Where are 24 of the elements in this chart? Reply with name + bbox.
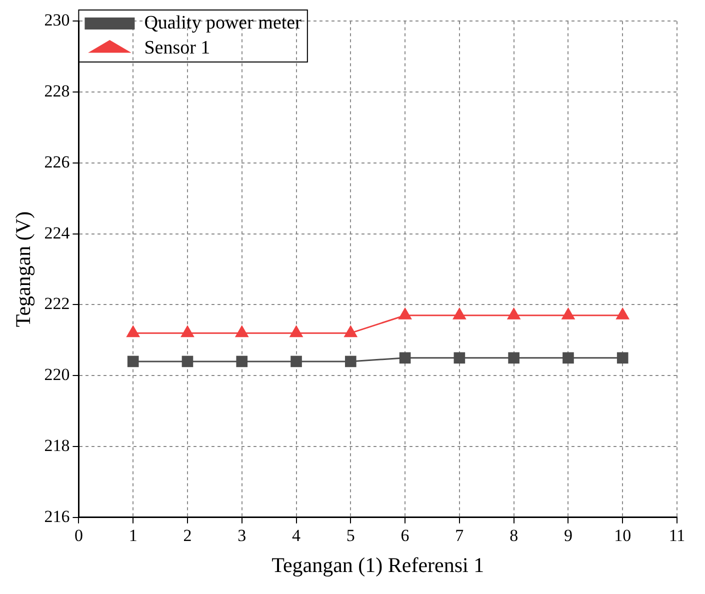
y-tick-label: 226 <box>44 152 70 172</box>
x-tick-label: 0 <box>74 526 83 546</box>
y-tick-label: 216 <box>44 506 70 526</box>
y-tick-label: 222 <box>44 294 70 314</box>
x-tick-label: 10 <box>614 526 632 546</box>
y-tick-label: 220 <box>44 365 70 384</box>
x-tick-label: 5 <box>346 526 355 546</box>
x-tick-label: 3 <box>238 526 246 546</box>
x-tick-label: 2 <box>183 526 192 546</box>
x-tick-label: 4 <box>292 526 302 546</box>
y-tick-label: 228 <box>44 82 70 101</box>
legend-label: Quality power meter <box>144 12 302 34</box>
y-tick-label: 230 <box>44 10 70 30</box>
legend-label: Sensor 1 <box>144 37 210 58</box>
x-tick-label: 6 <box>400 526 410 546</box>
y-tick-label: 224 <box>44 223 70 242</box>
x-tick-label: 7 <box>455 526 464 546</box>
x-tick-label: 1 <box>128 526 138 546</box>
x-tick-label: 8 <box>510 526 518 546</box>
y-tick-label: 218 <box>44 436 70 455</box>
x-axis-title: Tegangan (1) Referensi 1 <box>272 552 484 577</box>
x-tick-label: 11 <box>668 526 686 546</box>
x-tick-label: 9 <box>564 526 572 546</box>
y-axis-title: Tegangan (V) <box>11 211 36 328</box>
